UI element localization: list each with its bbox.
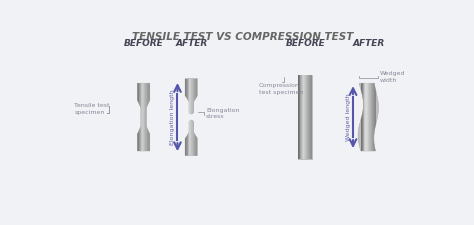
Polygon shape: [143, 83, 144, 151]
Polygon shape: [365, 83, 366, 151]
Polygon shape: [193, 79, 194, 114]
Polygon shape: [138, 83, 139, 151]
Polygon shape: [374, 83, 375, 151]
Polygon shape: [148, 83, 149, 151]
Polygon shape: [298, 75, 312, 160]
Polygon shape: [188, 79, 189, 114]
Polygon shape: [193, 120, 194, 156]
Text: AFTER: AFTER: [175, 39, 208, 48]
Polygon shape: [309, 75, 310, 160]
Polygon shape: [145, 83, 146, 151]
Polygon shape: [141, 83, 142, 151]
Polygon shape: [139, 83, 140, 151]
Polygon shape: [307, 75, 308, 160]
Polygon shape: [371, 83, 372, 151]
Text: Elongation
stress: Elongation stress: [206, 108, 239, 119]
Polygon shape: [144, 83, 145, 151]
Text: BEFORE: BEFORE: [285, 39, 325, 48]
Text: BEFORE: BEFORE: [124, 39, 164, 48]
Polygon shape: [369, 83, 370, 151]
Polygon shape: [185, 79, 198, 114]
Text: Tensile test
specimen: Tensile test specimen: [74, 104, 110, 115]
Polygon shape: [358, 83, 378, 151]
Polygon shape: [187, 120, 188, 156]
Polygon shape: [303, 75, 304, 160]
Polygon shape: [146, 83, 147, 151]
Polygon shape: [366, 83, 367, 151]
Polygon shape: [310, 75, 311, 160]
Text: Wedged length: Wedged length: [346, 93, 351, 141]
Text: TENSILE TEST VS COMPRESSION TEST: TENSILE TEST VS COMPRESSION TEST: [132, 32, 354, 42]
Polygon shape: [370, 83, 371, 151]
Polygon shape: [196, 120, 197, 156]
Polygon shape: [191, 79, 192, 114]
Polygon shape: [195, 120, 196, 156]
Polygon shape: [186, 79, 187, 114]
Polygon shape: [301, 75, 302, 160]
Polygon shape: [187, 79, 188, 114]
Polygon shape: [372, 83, 373, 151]
Polygon shape: [364, 83, 365, 151]
Polygon shape: [367, 83, 368, 151]
Polygon shape: [190, 120, 191, 156]
Text: Compression
test specimen: Compression test specimen: [259, 83, 303, 95]
Text: AFTER: AFTER: [352, 39, 384, 48]
Polygon shape: [189, 79, 190, 114]
Polygon shape: [197, 79, 198, 114]
Polygon shape: [190, 79, 191, 114]
Polygon shape: [362, 83, 363, 151]
Polygon shape: [142, 83, 143, 151]
Polygon shape: [197, 120, 198, 156]
Polygon shape: [186, 120, 187, 156]
Polygon shape: [191, 120, 192, 156]
Polygon shape: [361, 83, 362, 151]
Polygon shape: [306, 75, 307, 160]
Polygon shape: [194, 79, 195, 114]
Polygon shape: [300, 75, 301, 160]
Polygon shape: [192, 120, 193, 156]
Polygon shape: [194, 120, 195, 156]
Text: Wedged
width: Wedged width: [380, 71, 405, 83]
Polygon shape: [140, 83, 141, 151]
Polygon shape: [196, 79, 197, 114]
Polygon shape: [308, 75, 309, 160]
Polygon shape: [185, 120, 198, 156]
Polygon shape: [149, 83, 150, 151]
Polygon shape: [302, 75, 303, 160]
Polygon shape: [185, 79, 186, 114]
Polygon shape: [375, 83, 376, 151]
Polygon shape: [137, 83, 150, 151]
Polygon shape: [188, 120, 189, 156]
Polygon shape: [305, 75, 306, 160]
Polygon shape: [373, 83, 374, 151]
Polygon shape: [363, 83, 364, 151]
Polygon shape: [185, 120, 186, 156]
Polygon shape: [137, 83, 138, 151]
Polygon shape: [311, 75, 312, 160]
Polygon shape: [298, 75, 299, 160]
Polygon shape: [368, 83, 369, 151]
Polygon shape: [299, 75, 300, 160]
Polygon shape: [147, 83, 148, 151]
Polygon shape: [189, 120, 190, 156]
Polygon shape: [304, 75, 305, 160]
Text: Elongation length: Elongation length: [170, 89, 175, 145]
Polygon shape: [192, 79, 193, 114]
Polygon shape: [195, 79, 196, 114]
